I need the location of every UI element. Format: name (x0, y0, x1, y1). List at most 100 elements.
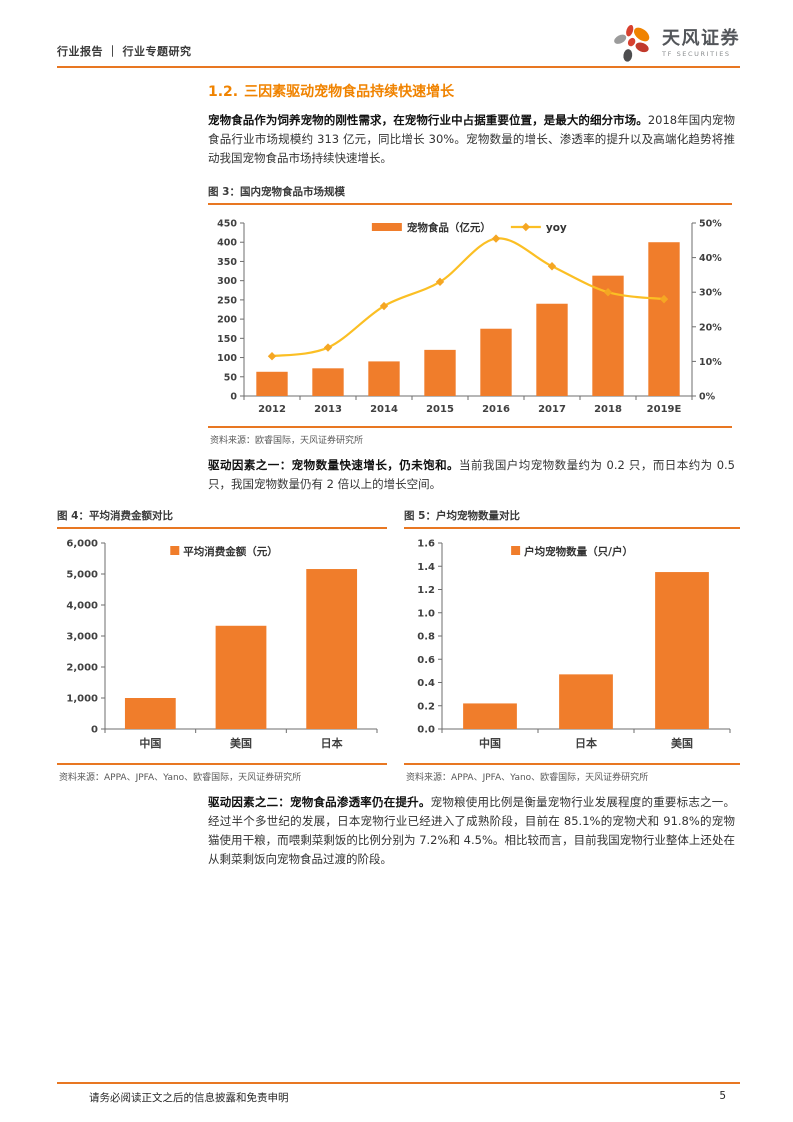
svg-text:中国: 中国 (479, 736, 501, 750)
doc-type-label: 行业报告 (57, 45, 103, 58)
svg-text:0.6: 0.6 (417, 655, 435, 666)
bar-2015 (424, 349, 456, 396)
footer-disclaimer: 请务必阅读正文之后的信息披露和免责申明 (89, 1092, 289, 1104)
yoy-line (271, 237, 665, 358)
bar-美国 (655, 572, 709, 729)
logo-text: 天风证券 TF SECURITIES (662, 27, 740, 59)
paragraph-intro-bold: 宠物食品作为饲养宠物的刚性需求，在宠物行业中占据重要位置，是最大的细分市场。 (208, 113, 648, 127)
svg-text:100: 100 (217, 353, 237, 364)
figure-4-source: 资料来源：APPA、JPFA、Yano、欧睿国际，天风证券研究所 (59, 773, 302, 783)
bar-2017 (536, 303, 568, 396)
paragraph-driver-2-rest: 宠物粮使用比例是衡量宠物行业发展程度的重要标志之一。经过半个多世纪的发展，日本宠… (208, 795, 736, 866)
figure-5-source: 资料来源：APPA、JPFA、Yano、欧睿国际，天风证券研究所 (406, 773, 649, 783)
svg-text:平均消费金额（元）: 平均消费金额（元） (183, 545, 278, 558)
doc-subtype-label: 行业专题研究 (122, 45, 192, 58)
bar-2012 (256, 371, 288, 396)
figure-3-market-size: 图 3：国内宠物食品市场规模 0 50 100 150 200 250 300 350 400 4… (208, 184, 732, 446)
svg-text:美国: 美国 (671, 736, 693, 750)
figure-5-pets-per-household: 图 5：户均宠物数量对比 0.0 0.2 0.4 0.6 0.8 1.0 1.2 1.4 1.6… (404, 508, 740, 783)
doc-type-separator: ｜ (107, 45, 119, 58)
avg-spend-bar-chart: 0 1,000 2,000 3,000 4,000 5,000 6,000 中国 美国 日本 平均消… (66, 539, 378, 750)
logo-flower-icon (614, 24, 650, 62)
bar-美国 (215, 625, 267, 729)
page-number: 5 (719, 1090, 726, 1102)
figure-3-chart-area: 0 50 100 150 200 250 300 350 400 450 0% 10% 20% 30% 40… (208, 205, 732, 428)
figure-3-source: 资料来源：欧睿国际，天风证券研究所 (210, 436, 364, 446)
paragraph-driver-1: 驱动因素之一：宠物数量快速增长，仍未饱和。当前我国户均宠物数量约为 0.2 只，… (208, 456, 735, 494)
tf-securities-logo: 天风证券 TF SECURITIES (613, 24, 740, 64)
section-title: 1.2. 三因素驱动宠物食品持续快速增长 (208, 81, 735, 101)
svg-text:20%: 20% (699, 322, 722, 333)
svg-text:4,000: 4,000 (66, 601, 98, 612)
bar-2013 (312, 368, 344, 396)
page-header: 行业报告 ｜行业专题研究 天风证券 TF SECURITIES (57, 24, 740, 68)
svg-text:200: 200 (217, 315, 237, 326)
market-size-combo-chart: 0 50 100 150 200 250 300 350 400 450 0% 10% 20% 30% 40… (217, 219, 722, 416)
svg-text:400: 400 (217, 238, 237, 249)
paragraph-driver-1-rest: 当前我国户均宠物数量约为 0.2 只，而日本约为 0.5 只，我国宠物数量仍有 … (208, 458, 735, 491)
bar-2014 (368, 361, 400, 396)
line-marker-diamond (323, 343, 333, 352)
paragraph-driver-2-bold: 驱动因素之二：宠物食品渗透率仍在提升。 (208, 795, 431, 809)
svg-text:40%: 40% (699, 253, 722, 264)
bar-日本 (306, 569, 358, 729)
svg-text:1.4: 1.4 (417, 562, 435, 573)
svg-text:美国: 美国 (230, 736, 252, 750)
bar-2016 (480, 328, 512, 396)
figure-row: 图 4：平均消费金额对比 0 1,000 2,000 3,000 4,000 5,000 6… (57, 508, 740, 783)
section-number: 1.2. (208, 84, 239, 100)
line-marker-diamond (435, 277, 445, 287)
figure-5-chart-area: 0.0 0.2 0.4 0.6 0.8 1.0 1.2 1.4 1.6 中国 日本 美国 户均宠物数量（… (404, 529, 740, 765)
line-marker-diamond (603, 288, 613, 297)
svg-text:1.6: 1.6 (417, 539, 435, 550)
svg-text:0.2: 0.2 (417, 701, 435, 712)
svg-text:2019E: 2019E (647, 404, 682, 415)
svg-text:50: 50 (224, 372, 238, 383)
figure-4-title: 图 4：平均消费金额对比 (57, 508, 387, 529)
svg-text:2012: 2012 (258, 404, 286, 415)
svg-text:中国: 中国 (139, 736, 161, 750)
line-marker-diamond (659, 294, 669, 304)
legend-swatch (170, 546, 180, 555)
svg-text:0: 0 (91, 725, 98, 736)
bar-中国 (463, 703, 517, 729)
svg-text:6,000: 6,000 (66, 539, 98, 550)
paragraph-driver-2: 驱动因素之二：宠物食品渗透率仍在提升。宠物粮使用比例是衡量宠物行业发展程度的重要… (208, 793, 735, 869)
paragraph-intro: 宠物食品作为饲养宠物的刚性需求，在宠物行业中占据重要位置，是最大的细分市场。20… (208, 111, 735, 168)
figure-4-chart-area: 0 1,000 2,000 3,000 4,000 5,000 6,000 中国 美国 日本 平均消… (57, 529, 387, 765)
logo-name-cn: 天风证券 (662, 27, 740, 49)
line-marker-diamond (491, 234, 501, 243)
svg-text:150: 150 (217, 334, 237, 345)
svg-text:1.2: 1.2 (417, 585, 435, 596)
svg-text:2,000: 2,000 (66, 663, 98, 674)
section-title-text: 三因素驱动宠物食品持续快速增长 (244, 84, 455, 100)
svg-text:2013: 2013 (314, 404, 342, 415)
line-marker-diamond (521, 222, 531, 232)
line-marker-diamond (379, 301, 389, 311)
svg-text:日本: 日本 (321, 736, 343, 750)
svg-text:10%: 10% (699, 357, 722, 368)
svg-text:yoy: yoy (546, 222, 567, 234)
bar-2019E (648, 242, 680, 396)
pets-per-household-bar-chart: 0.0 0.2 0.4 0.6 0.8 1.0 1.2 1.4 1.6 中国 日本 美国 户均宠物数量（… (417, 539, 731, 750)
figure-3-title: 图 3：国内宠物食品市场规模 (208, 184, 732, 205)
line-marker-diamond (547, 262, 557, 271)
svg-text:1.0: 1.0 (417, 608, 435, 619)
svg-text:5,000: 5,000 (66, 570, 98, 581)
bar-中国 (124, 698, 176, 729)
svg-text:50%: 50% (699, 219, 722, 230)
svg-text:宠物食品（亿元）: 宠物食品（亿元） (407, 221, 491, 234)
svg-text:2018: 2018 (594, 404, 622, 415)
figure-5-title: 图 5：户均宠物数量对比 (404, 508, 740, 529)
svg-text:0: 0 (230, 392, 237, 403)
svg-text:250: 250 (217, 295, 237, 306)
svg-text:350: 350 (217, 257, 237, 268)
svg-text:0.4: 0.4 (417, 678, 435, 689)
svg-text:300: 300 (217, 276, 237, 287)
paragraph-driver-1-bold: 驱动因素之一：宠物数量快速增长，仍未饱和。 (208, 458, 459, 472)
legend-swatch (511, 546, 521, 555)
svg-text:日本: 日本 (575, 736, 597, 750)
line-marker-diamond (267, 352, 277, 361)
bar-日本 (559, 674, 613, 729)
